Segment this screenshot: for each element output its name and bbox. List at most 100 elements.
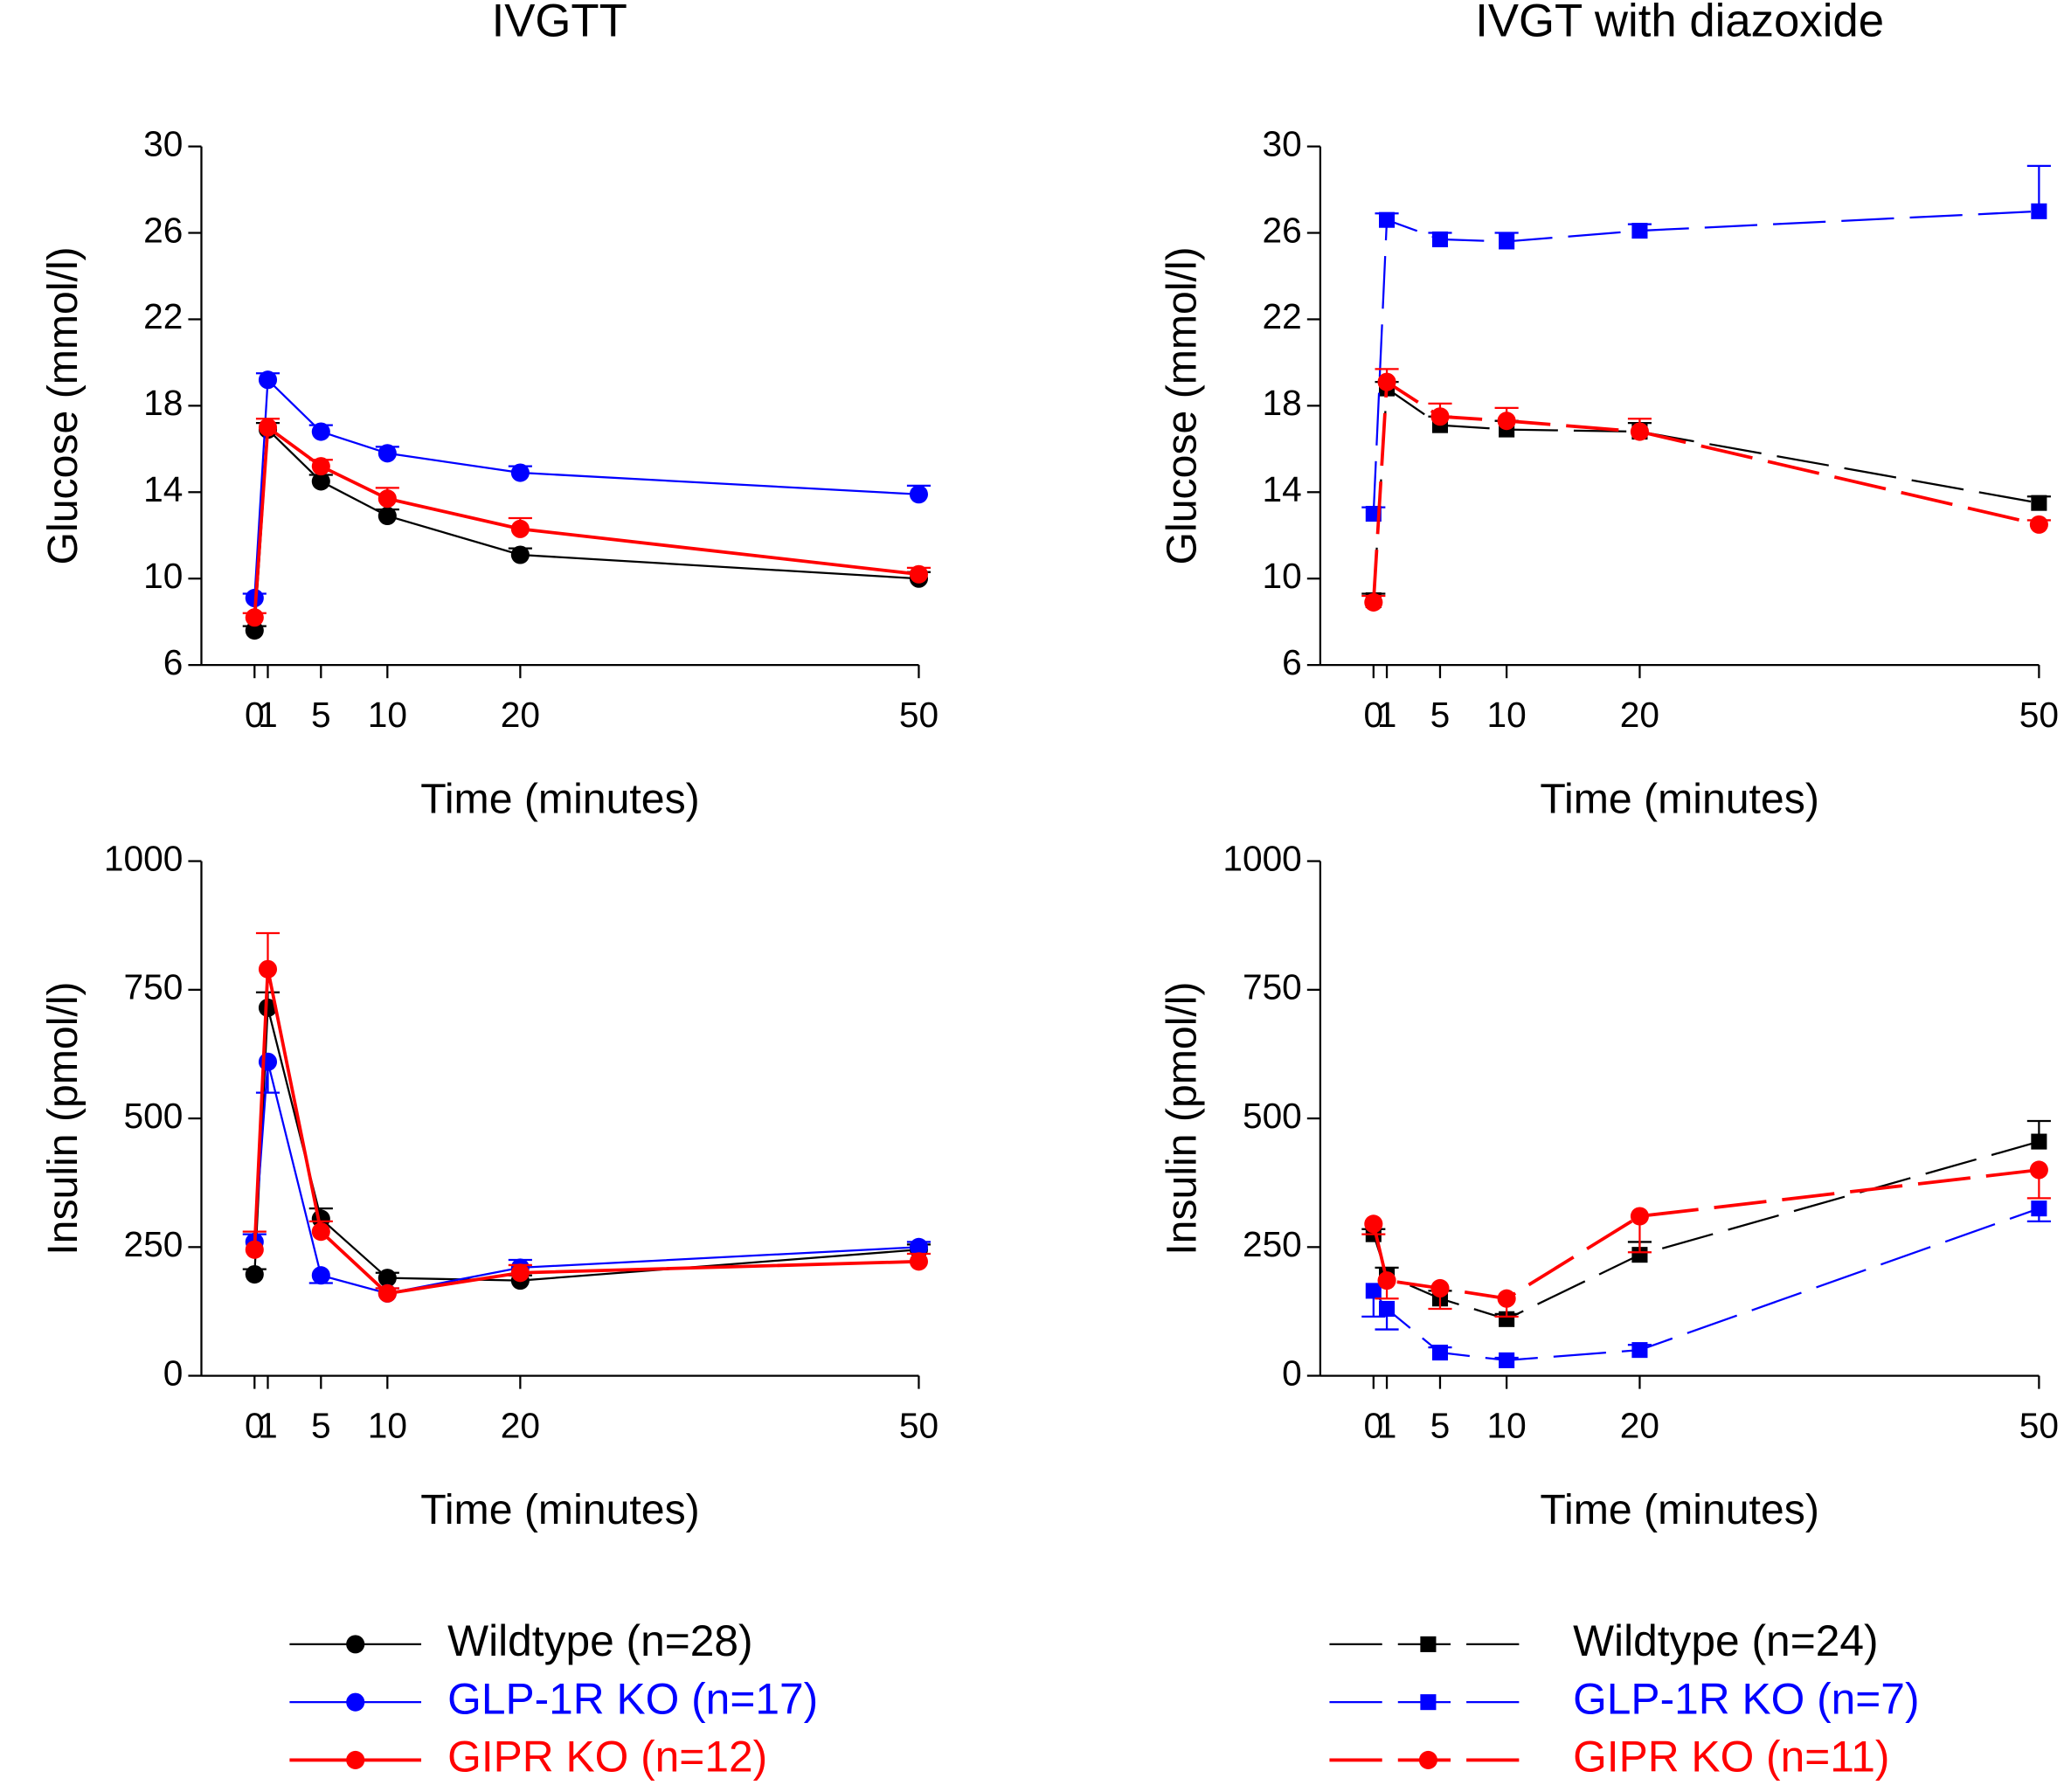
legend-label: GIPR KO (n=11) [1573,1733,1889,1782]
legend-marker [346,1692,365,1712]
data-point [377,444,397,463]
data-point [1630,422,1649,441]
data-point [258,418,278,437]
x-tick-label: 0 [1364,1406,1384,1446]
data-point [1631,1342,1648,1359]
data-point [258,370,278,390]
y-tick-label: 6 [1282,642,1302,682]
data-point [2031,1200,2047,1217]
data-point [510,463,530,482]
data-point [1499,233,1515,250]
legend-marker [1420,1694,1437,1711]
x-tick-label: 5 [1430,1406,1451,1446]
y-tick-label: 18 [1263,383,1302,423]
x-tick-label: 50 [2019,1406,2059,1446]
data-point [258,998,278,1017]
series-line [253,1007,919,1282]
series-line [1372,210,2040,515]
y-tick-label: 18 [143,383,183,423]
data-point [245,608,264,627]
y-tick-label: 1000 [104,838,183,878]
y-tick-label: 14 [1263,469,1302,509]
x-tick-label: 10 [368,695,407,735]
data-point [377,506,397,526]
y-tick-label: 750 [1243,967,1302,1007]
y-tick-label: 0 [1282,1353,1302,1393]
x-tick-label: 5 [311,695,331,735]
x-tick-label: 20 [1620,695,1659,735]
legend-label: GLP-1R KO (n=17) [447,1674,818,1723]
data-point [909,1252,928,1271]
data-point [1377,372,1396,391]
legend-marker [1418,1750,1437,1769]
y-tick-label: 250 [124,1224,184,1264]
data-point [510,1263,530,1283]
x-tick-label: 1 [258,1406,278,1446]
data-point [2029,1160,2048,1180]
x-tick-label: 0 [1364,695,1384,735]
x-tick-label: 10 [1487,1406,1527,1446]
data-point [1497,1289,1516,1308]
series-line [1371,1168,2040,1301]
chart-title: IVGT with diazoxide [1475,0,1884,46]
data-point [311,422,330,441]
x-tick-label: 20 [501,1406,540,1446]
y-tick-label: 0 [163,1353,184,1393]
y-tick-label: 500 [1243,1096,1302,1136]
data-point [258,959,278,979]
legend-label: GIPR KO (n=12) [447,1733,767,1782]
y-tick-label: 10 [143,556,183,596]
x-tick-label: 20 [501,695,540,735]
data-point [909,485,928,504]
y-axis-label: Insulin (pmol/l) [39,981,87,1255]
data-point [1364,592,1383,612]
y-tick-label: 14 [143,469,183,509]
x-tick-label: 5 [1430,695,1451,735]
series-line [253,377,919,598]
data-point [377,1283,397,1303]
data-point [2031,495,2047,511]
series-line [1372,1207,2040,1362]
data-point [1377,1271,1396,1290]
data-point [258,1052,278,1071]
chart-title: IVGTT [492,0,627,46]
legend-marker [1420,1636,1437,1652]
data-point [909,1237,928,1256]
x-tick-label: 0 [245,695,265,735]
series-line [253,1062,919,1295]
data-point [377,1269,397,1288]
series-line [253,968,919,1296]
data-point [311,1266,330,1285]
data-point [1497,412,1516,431]
data-point [377,489,397,509]
data-point [311,457,330,476]
y-axis-label: Glucose (mmol/l) [1158,246,1205,564]
data-point [311,1222,330,1242]
data-point [909,564,928,584]
data-point [1430,1278,1450,1297]
y-tick-label: 250 [1243,1224,1302,1264]
y-tick-label: 500 [124,1096,184,1136]
legend-label: Wildtype (n=28) [447,1616,752,1665]
x-tick-label: 50 [899,1406,938,1446]
data-point [1499,1352,1515,1368]
data-point [1431,1345,1449,1361]
y-axis-label: Glucose (mmol/l) [39,246,87,564]
data-point [1365,1283,1382,1299]
x-axis-label: Time (minutes) [420,776,700,823]
y-tick-label: 6 [163,642,184,682]
data-point [1379,211,1396,228]
x-tick-label: 1 [1377,695,1397,735]
legend-label: GLP-1R KO (n=7) [1573,1674,1919,1723]
y-tick-label: 22 [1263,296,1302,336]
data-point [1364,1214,1383,1234]
data-point [1431,231,1449,247]
x-tick-label: 20 [1620,1406,1659,1446]
y-tick-label: 750 [124,967,184,1007]
data-point [1630,1207,1649,1226]
y-tick-label: 26 [1263,210,1302,250]
x-tick-label: 50 [899,695,938,735]
x-tick-label: 0 [245,1406,265,1446]
data-point [1430,407,1450,426]
